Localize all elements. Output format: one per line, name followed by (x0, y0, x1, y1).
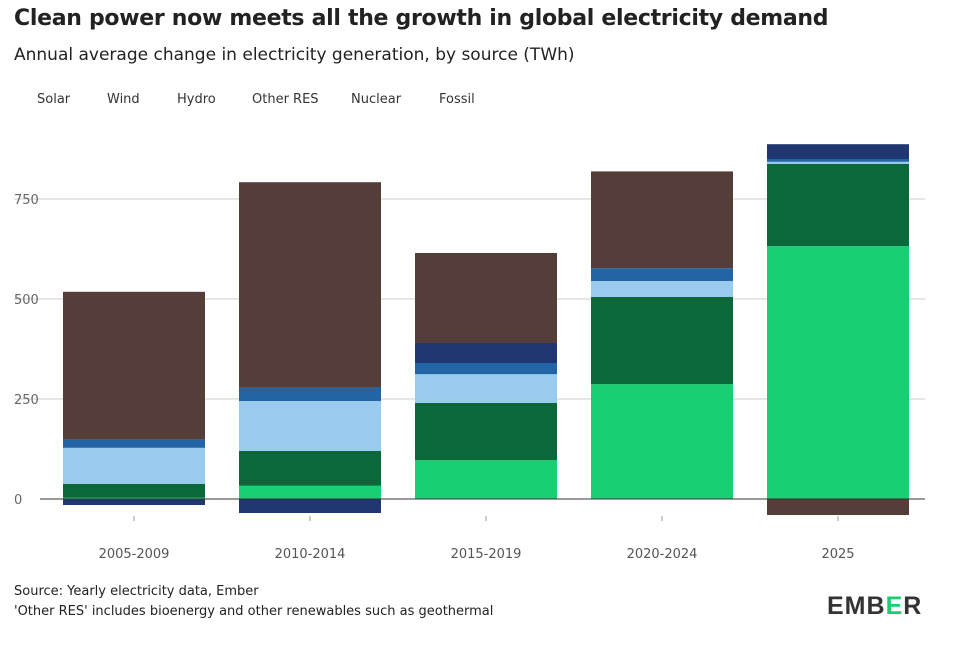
chart-subtitle: Annual average change in electricity gen… (14, 45, 575, 65)
x-tick-label: 2010-2014 (275, 547, 346, 562)
bar-segment (63, 497, 205, 499)
legend-item: Fossil (439, 92, 475, 107)
bar-segment (415, 363, 557, 375)
legend-item: Solar (37, 92, 71, 107)
legend-item: Nuclear (351, 92, 402, 107)
legend-item: Hydro (177, 92, 216, 107)
bar-segment (767, 144, 909, 159)
bar-segment (239, 485, 381, 499)
bar-segment (239, 387, 381, 401)
bar-segment (591, 268, 733, 281)
y-tick-label: 250 (14, 393, 39, 408)
bar-segment (591, 281, 733, 297)
bar-segment (591, 297, 733, 385)
bar-segment (767, 161, 909, 164)
bar-segment (767, 246, 909, 499)
y-tick-label: 0 (14, 493, 22, 508)
bar-segment (415, 343, 557, 363)
bar-segment (591, 171, 733, 269)
bar-segment (239, 451, 381, 486)
bar-segment (239, 401, 381, 451)
legend-item: Other RES (252, 92, 319, 107)
bar-segment (415, 253, 557, 343)
legend-item: Wind (107, 92, 140, 107)
x-tick-label: 2005-2009 (99, 547, 170, 562)
bar-segment (591, 384, 733, 499)
bar-segment (63, 447, 205, 484)
bar-segment (63, 439, 205, 448)
bar-segment (767, 163, 909, 247)
bar-segment (63, 291, 205, 440)
x-tick-label: 2020-2024 (627, 547, 698, 562)
source-note: Source: Yearly electricity data, Ember (14, 584, 259, 599)
bar-segment (767, 159, 909, 162)
bar-segment (239, 182, 381, 387)
bar-segment (767, 499, 909, 515)
bar-segment (415, 460, 557, 499)
footnote: 'Other RES' includes bioenergy and other… (14, 604, 494, 619)
y-tick-label: 750 (14, 193, 39, 208)
bar-segment (415, 374, 557, 403)
bar-segment (239, 499, 381, 513)
x-tick-label: 2025 (821, 547, 854, 562)
x-tick-label: 2015-2019 (451, 547, 522, 562)
ember-logo: EMBER (827, 592, 923, 620)
bar-segment (415, 403, 557, 461)
bar-segment (63, 499, 205, 505)
chart-title: Clean power now meets all the growth in … (14, 6, 829, 31)
bar-segment (63, 483, 205, 498)
y-tick-label: 500 (14, 293, 39, 308)
